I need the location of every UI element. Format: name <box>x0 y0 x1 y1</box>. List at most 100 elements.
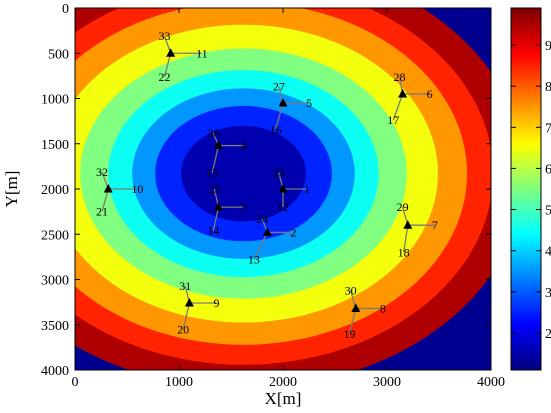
colorbar-swatch <box>511 262 541 265</box>
colorbar-swatch <box>511 246 541 249</box>
x-tick-label: 2000 <box>269 375 297 390</box>
point-label: 33 <box>158 29 170 43</box>
colorbar-swatch <box>511 58 541 61</box>
colorbar-swatch <box>511 266 541 269</box>
colorbar-swatch <box>511 176 541 179</box>
colorbar-swatch <box>511 328 541 331</box>
colorbar-swatch <box>511 324 541 327</box>
colorbar-swatch <box>511 28 541 31</box>
colorbar-swatch <box>511 342 541 345</box>
colorbar-swatch <box>511 10 541 13</box>
colorbar-swatch <box>511 102 541 105</box>
colorbar-tick-label: 6 <box>545 162 551 177</box>
colorbar-swatch <box>511 198 541 201</box>
point-label: 22 <box>158 70 170 84</box>
colorbar-swatch <box>511 80 541 83</box>
colorbar-swatch <box>511 318 541 321</box>
colorbar-swatch <box>511 272 541 275</box>
node-marker <box>278 98 288 107</box>
colorbar-swatch <box>511 126 541 129</box>
colorbar-swatch <box>511 40 541 43</box>
colorbar-swatch <box>511 158 541 161</box>
colorbar-swatch <box>511 234 541 237</box>
point-label: 1 <box>304 182 310 196</box>
point-label: 10 <box>131 182 143 196</box>
y-tick-label: 3000 <box>41 274 69 289</box>
colorbar-swatch <box>511 84 541 87</box>
colorbar-swatch <box>511 162 541 165</box>
connector-line <box>211 145 220 173</box>
colorbar-swatch <box>511 122 541 125</box>
colorbar-swatch <box>511 174 541 177</box>
colorbar-swatch <box>511 336 541 339</box>
colorbar-swatch <box>511 14 541 17</box>
colorbar-swatch <box>511 52 541 55</box>
colorbar-swatch <box>511 66 541 69</box>
colorbar-swatch <box>511 288 541 291</box>
colorbar-swatch <box>511 48 541 51</box>
colorbar-swatch <box>511 64 541 67</box>
y-tick-label: 2000 <box>41 183 69 198</box>
connector-line <box>253 232 268 260</box>
colorbar-swatch <box>511 180 541 183</box>
colorbar-tick-label: 4 <box>545 245 551 260</box>
x-tick-label: 4000 <box>477 375 505 390</box>
point-label: 20 <box>177 322 189 336</box>
y-tick-label: 4000 <box>41 364 69 379</box>
colorbar-swatch <box>511 300 541 303</box>
colorbar-swatch <box>511 86 541 89</box>
colorbar-swatch <box>511 312 541 315</box>
colorbar-swatch <box>511 222 541 225</box>
colorbar-swatch <box>511 228 541 231</box>
colorbar-swatch <box>511 154 541 157</box>
x-axis-label: X[m] <box>265 389 302 408</box>
colorbar-swatch <box>511 166 541 169</box>
node-marker <box>166 48 176 57</box>
point-label: 18 <box>398 245 410 259</box>
colorbar-swatch <box>511 18 541 21</box>
colorbar-swatch <box>511 100 541 103</box>
colorbar-swatch <box>511 188 541 191</box>
colorbar-swatch <box>511 368 541 370</box>
point-label: 4 <box>240 139 246 153</box>
colorbar-swatch <box>511 278 541 281</box>
x-tick-label: 1000 <box>165 375 193 390</box>
colorbar-swatch <box>511 98 541 101</box>
colorbar-swatch <box>511 248 541 251</box>
connector-line <box>348 308 357 334</box>
colorbar-swatch <box>511 230 541 233</box>
colorbar-swatch <box>511 16 541 19</box>
colorbar-swatch <box>511 92 541 95</box>
colorbar-swatch <box>511 212 541 215</box>
colorbar-swatch <box>511 320 541 323</box>
colorbar-swatch <box>511 72 541 75</box>
colorbar-swatch <box>511 156 541 159</box>
colorbar-tick-label: 8 <box>545 80 551 95</box>
colorbar-swatch <box>511 44 541 47</box>
point-label: 14 <box>207 224 219 238</box>
point-label: 13 <box>248 253 260 267</box>
colorbar-swatch <box>511 232 541 235</box>
colorbar-swatch <box>511 216 541 219</box>
colorbar-swatch <box>511 366 541 369</box>
colorbar-swatch <box>511 252 541 255</box>
point-label: 25 <box>208 182 220 196</box>
y-tick-label: 1500 <box>41 138 69 153</box>
colorbar-swatch <box>511 74 541 77</box>
point-label: 16 <box>270 122 282 136</box>
point-label: 5 <box>306 96 312 110</box>
colorbar-swatch <box>511 164 541 167</box>
point-label: 28 <box>393 70 405 84</box>
colorbar-frame <box>510 7 542 371</box>
colorbar-swatch <box>511 276 541 279</box>
colorbar-swatch <box>511 298 541 301</box>
colorbar-swatch <box>511 46 541 49</box>
colorbar-swatch <box>511 256 541 259</box>
colorbar-swatch <box>511 244 541 247</box>
colorbar-swatch <box>511 250 541 253</box>
colorbar-swatch <box>511 68 541 71</box>
colorbar-tick-label: 2 <box>545 327 551 342</box>
colorbar-swatch <box>511 352 541 355</box>
colorbar-swatch <box>511 182 541 185</box>
y-tick-label: 1000 <box>41 93 69 108</box>
